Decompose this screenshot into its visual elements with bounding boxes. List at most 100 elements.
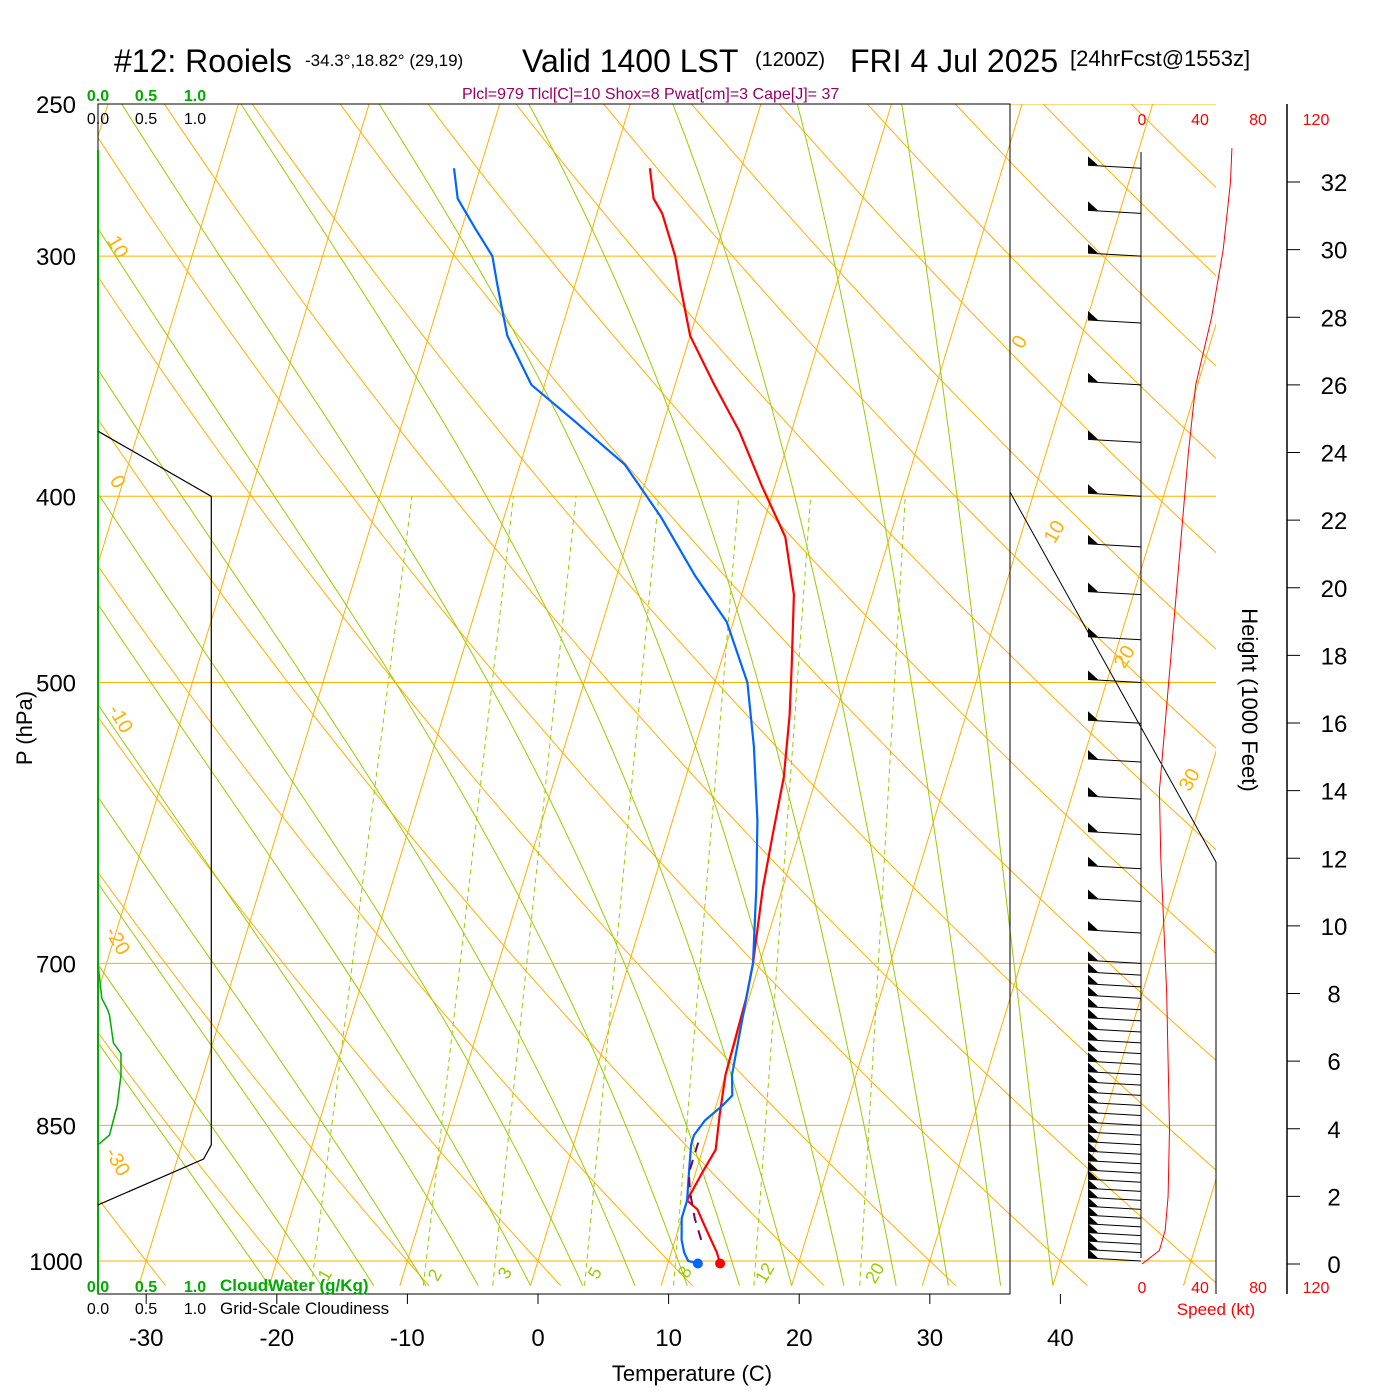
pressure-tick-label: 700 <box>36 951 76 978</box>
x-axis-label: Temperature (C) <box>612 1361 772 1386</box>
wind-barb-flag <box>1088 1073 1098 1083</box>
height-tick-label: 32 <box>1321 170 1348 197</box>
wind-barb-staff <box>1087 1039 1142 1044</box>
wind-barb-staff <box>1087 1111 1142 1116</box>
wind-barb-flag <box>1088 1240 1098 1250</box>
moist-adiabat <box>121 104 740 1286</box>
surface-temperature-point <box>715 1258 726 1269</box>
wind-barb-staff <box>1087 319 1142 324</box>
wind-barb <box>1087 1249 1142 1262</box>
dry-adiabat <box>515 104 1216 851</box>
temp-tick-label: 40 <box>1047 1325 1074 1352</box>
wind-barb-flag <box>1088 1142 1098 1152</box>
wind-barb-flag <box>1088 372 1098 382</box>
background-lines <box>98 104 1216 1287</box>
forecast-info: [24hrFcst@1553z] <box>1070 46 1250 71</box>
isotherm <box>791 104 1154 1286</box>
wind-barb <box>1087 1041 1142 1055</box>
wind-barb-staff <box>1087 252 1142 257</box>
speed-tick-label-bottom: 0 <box>1138 1280 1147 1297</box>
isotherm <box>98 104 239 566</box>
cloudiness-label: Grid-Scale Cloudiness <box>220 1299 389 1318</box>
isotherm <box>138 104 501 1286</box>
station-title: #12: Rooiels <box>114 43 292 79</box>
dry-adiabat <box>98 871 430 1287</box>
pressure-tick-label: 1000 <box>29 1249 82 1276</box>
wind-barb <box>1087 244 1142 257</box>
temp-tick-label: 30 <box>916 1325 943 1352</box>
wind-barb <box>1087 1008 1142 1022</box>
wind-barb <box>1087 201 1142 214</box>
wind-barb-flag <box>1088 986 1098 996</box>
wind-barb-staff <box>1087 1160 1142 1165</box>
wind-barb <box>1087 711 1142 724</box>
wind-barb-flag <box>1088 1093 1098 1103</box>
height-tick-label: 22 <box>1321 508 1348 535</box>
wind-barb-flag <box>1088 310 1098 320</box>
moist-adiabat <box>901 104 1054 1286</box>
parcel-line <box>687 1134 703 1241</box>
wind-barb-staff <box>1087 1006 1142 1011</box>
wind-barb-flag <box>1088 627 1098 637</box>
panel-tick-label-bottom: 0.5 <box>135 1279 157 1296</box>
speed-tick-label-bottom: 40 <box>1191 1280 1209 1297</box>
wind-barb-staff <box>1087 897 1142 902</box>
mixing-ratio-line <box>422 496 514 1286</box>
wind-barb-flag <box>1088 1170 1098 1180</box>
wind-barb-staff <box>1087 1232 1142 1237</box>
wind-barb-staff <box>1087 543 1142 548</box>
wind-barb-staff <box>1087 795 1142 800</box>
wind-barb-staff <box>1087 1223 1142 1228</box>
wind-barb-flag <box>1088 822 1098 832</box>
wind-barb <box>1087 582 1142 596</box>
sounding-series <box>452 168 796 1269</box>
wind-barb-flag <box>1088 201 1098 211</box>
wind-barb-staff <box>1087 1257 1142 1262</box>
temp-tick-label: 0 <box>531 1325 544 1352</box>
wind-barb-staff <box>1087 1028 1142 1033</box>
moist-adiabat <box>98 227 688 1286</box>
wind-barb-staff <box>1087 1121 1142 1126</box>
height-tick-label: 16 <box>1321 711 1348 738</box>
wind-barb <box>1087 997 1142 1011</box>
wind-barb <box>1087 1103 1142 1116</box>
height-tick-label: 2 <box>1327 1184 1340 1211</box>
pressure-tick-label: 850 <box>36 1113 76 1140</box>
station-coords: -34.3°,18.82° (29,19) <box>305 51 463 70</box>
height-tick-label: 0 <box>1327 1252 1340 1279</box>
wind-barb-staff <box>1087 1081 1142 1086</box>
wind-barb <box>1087 484 1142 497</box>
dry-adiabat <box>427 104 1216 955</box>
height-tick-label: 12 <box>1321 846 1348 873</box>
wind-barb-staff <box>1087 164 1142 169</box>
height-tick-label: 18 <box>1321 643 1348 670</box>
wind-barb <box>1087 372 1142 386</box>
wind-barb <box>1087 1093 1142 1106</box>
height-tick-label: 26 <box>1321 373 1348 400</box>
forecast-date: FRI 4 Jul 2025 <box>850 43 1058 79</box>
wind-barb-flag <box>1088 711 1098 721</box>
wind-barb <box>1087 430 1142 443</box>
wind-barb-staff <box>1087 1178 1142 1183</box>
panel-tick-label-bottom: 0.0 <box>87 1301 109 1318</box>
moist-adiabat <box>98 603 531 1286</box>
wind-barb-staff <box>1087 209 1142 214</box>
wind-barb-staff <box>1087 438 1142 443</box>
wind-barb-staff <box>1087 679 1142 683</box>
isotherm-label: 20 <box>1110 642 1140 672</box>
panel-tick-label-top: 0.0 <box>87 88 109 105</box>
moist-adiabat <box>672 104 949 1286</box>
isotherm <box>1052 750 1216 1286</box>
dry-adiabat <box>98 275 957 1287</box>
pressure-tick-label: 400 <box>36 484 76 511</box>
wind-barb-flag <box>1088 430 1098 440</box>
mixing-ratio-label: 20 <box>861 1259 888 1286</box>
isotherm-label: 0 <box>105 472 130 493</box>
height-tick-label: 30 <box>1321 238 1348 265</box>
zulu-time: (1200Z) <box>755 49 825 71</box>
dry-adiabat <box>98 565 693 1287</box>
wind-barb-staff <box>1087 1017 1142 1022</box>
wind-barb <box>1087 1073 1142 1086</box>
wind-speed-line <box>1141 148 1233 1265</box>
wind-barb-flag <box>1088 1062 1098 1072</box>
